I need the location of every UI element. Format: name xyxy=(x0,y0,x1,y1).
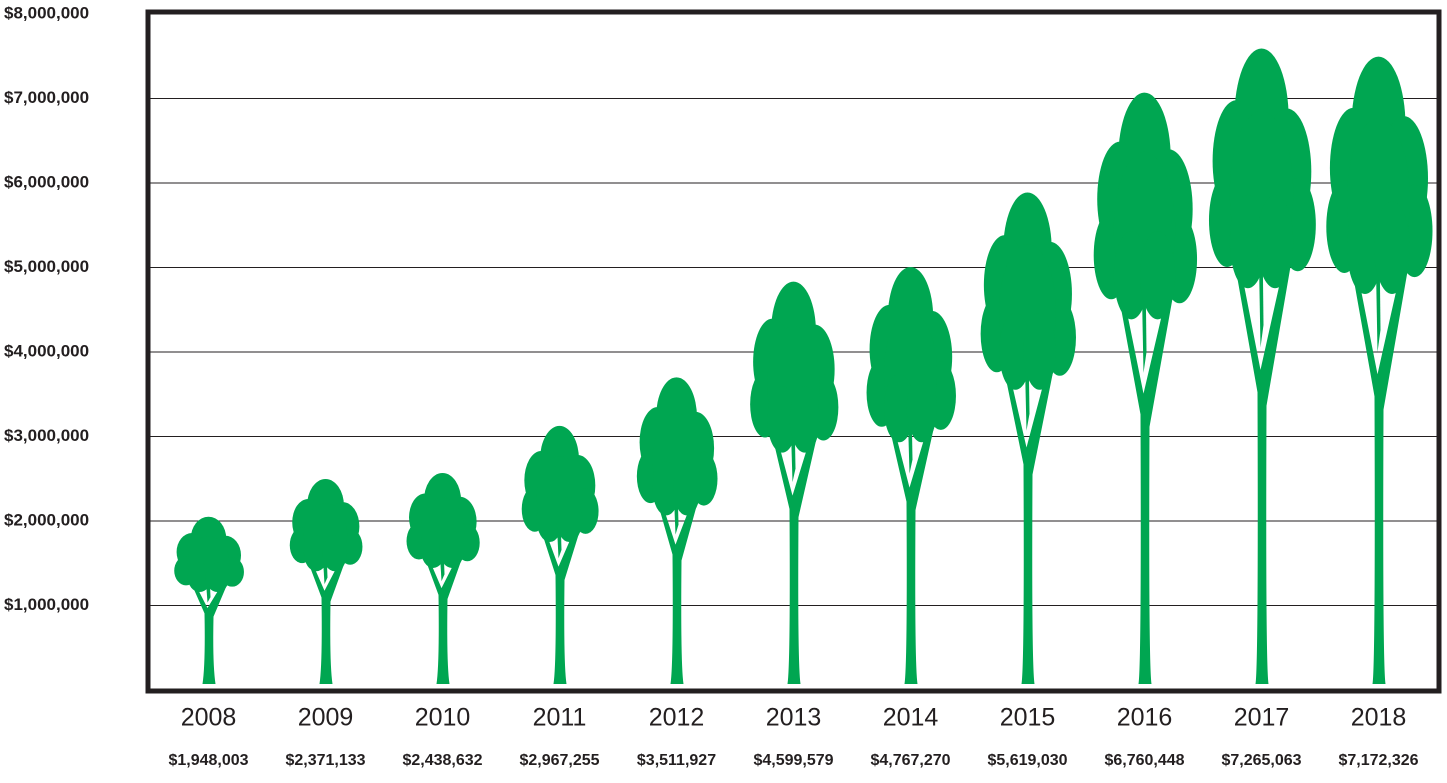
y-tick-label: $2,000,000 xyxy=(4,510,89,529)
x-tick-label: 2008 xyxy=(181,704,237,732)
tree-trunk xyxy=(767,414,822,684)
tree-canopy xyxy=(906,374,938,443)
x-tick-label: 2010 xyxy=(415,704,471,732)
value-label: $5,619,030 xyxy=(987,752,1067,769)
x-tick-label: 2016 xyxy=(1117,704,1173,732)
tree-canopy xyxy=(322,535,348,572)
tree xyxy=(750,281,839,684)
tree-trunk xyxy=(187,575,231,684)
y-tick-label: $1,000,000 xyxy=(4,595,89,614)
tree xyxy=(406,473,480,684)
tree-trunk xyxy=(652,484,703,684)
tree-trunk xyxy=(883,403,940,684)
tree-canopy xyxy=(673,461,701,516)
tree-canopy xyxy=(1023,312,1056,390)
value-label: $4,767,270 xyxy=(870,752,950,769)
tree xyxy=(1093,92,1198,684)
tree-canopy xyxy=(883,374,915,443)
y-tick-label: $8,000,000 xyxy=(4,3,89,22)
tree-canopy xyxy=(303,535,329,572)
tree-canopy xyxy=(789,386,820,453)
tree-trunk xyxy=(1229,235,1296,685)
tree xyxy=(1208,48,1316,685)
x-tick-label: 2014 xyxy=(883,704,939,732)
tree-canopy xyxy=(556,496,583,543)
y-tick-label: $3,000,000 xyxy=(4,426,89,445)
x-tick-label: 2011 xyxy=(533,704,587,732)
value-label: $3,511,927 xyxy=(637,752,716,769)
tree-trunk xyxy=(303,550,349,684)
tree-canopy xyxy=(439,530,465,568)
y-tick-label: $6,000,000 xyxy=(4,172,89,191)
tree-canopy xyxy=(1373,201,1411,294)
x-tick-label: 2017 xyxy=(1234,704,1290,732)
tree-canopy xyxy=(536,496,563,543)
tree-canopy xyxy=(652,461,680,516)
tree-trunk xyxy=(420,546,467,684)
y-tick-label: $7,000,000 xyxy=(4,88,89,107)
tree-trunk xyxy=(1346,241,1413,684)
tree-canopy xyxy=(767,386,798,453)
x-tick-label: 2009 xyxy=(298,704,354,732)
tree-canopy xyxy=(1256,194,1294,289)
value-label: $2,967,255 xyxy=(519,752,599,769)
tree-canopy xyxy=(1140,231,1176,320)
tree-canopy xyxy=(1346,201,1384,294)
tree-canopy xyxy=(420,530,446,568)
y-tick-label: $5,000,000 xyxy=(4,257,89,276)
tree xyxy=(289,479,363,684)
x-tick-label: 2018 xyxy=(1351,704,1407,732)
tree-trunk xyxy=(1113,269,1178,684)
value-label: $4,599,579 xyxy=(753,752,833,769)
tree xyxy=(866,266,956,684)
tree-canopy xyxy=(1113,231,1149,320)
value-label: $7,265,063 xyxy=(1221,752,1301,769)
tree-canopy xyxy=(187,562,212,593)
value-label: $1,948,003 xyxy=(168,752,248,769)
tree-canopy xyxy=(999,312,1032,390)
x-tick-label: 2012 xyxy=(649,704,705,732)
y-tick-label: $4,000,000 xyxy=(4,341,89,360)
value-label: $7,172,326 xyxy=(1338,752,1418,769)
tree xyxy=(174,516,244,684)
value-label: $6,760,448 xyxy=(1104,752,1184,769)
tree-canopy xyxy=(1229,194,1267,289)
tree xyxy=(980,192,1076,684)
x-tick-label: 2015 xyxy=(1000,704,1056,732)
x-tick-label: 2013 xyxy=(766,704,822,732)
tree-trunk xyxy=(536,516,585,684)
plot-frame xyxy=(145,9,1442,694)
tree xyxy=(521,425,599,684)
tree-trunk xyxy=(999,346,1059,684)
value-label: $2,371,133 xyxy=(285,752,365,769)
tree xyxy=(636,377,718,684)
tree-canopy xyxy=(205,562,230,593)
tree xyxy=(1326,56,1433,684)
value-label: $2,438,632 xyxy=(402,752,482,769)
